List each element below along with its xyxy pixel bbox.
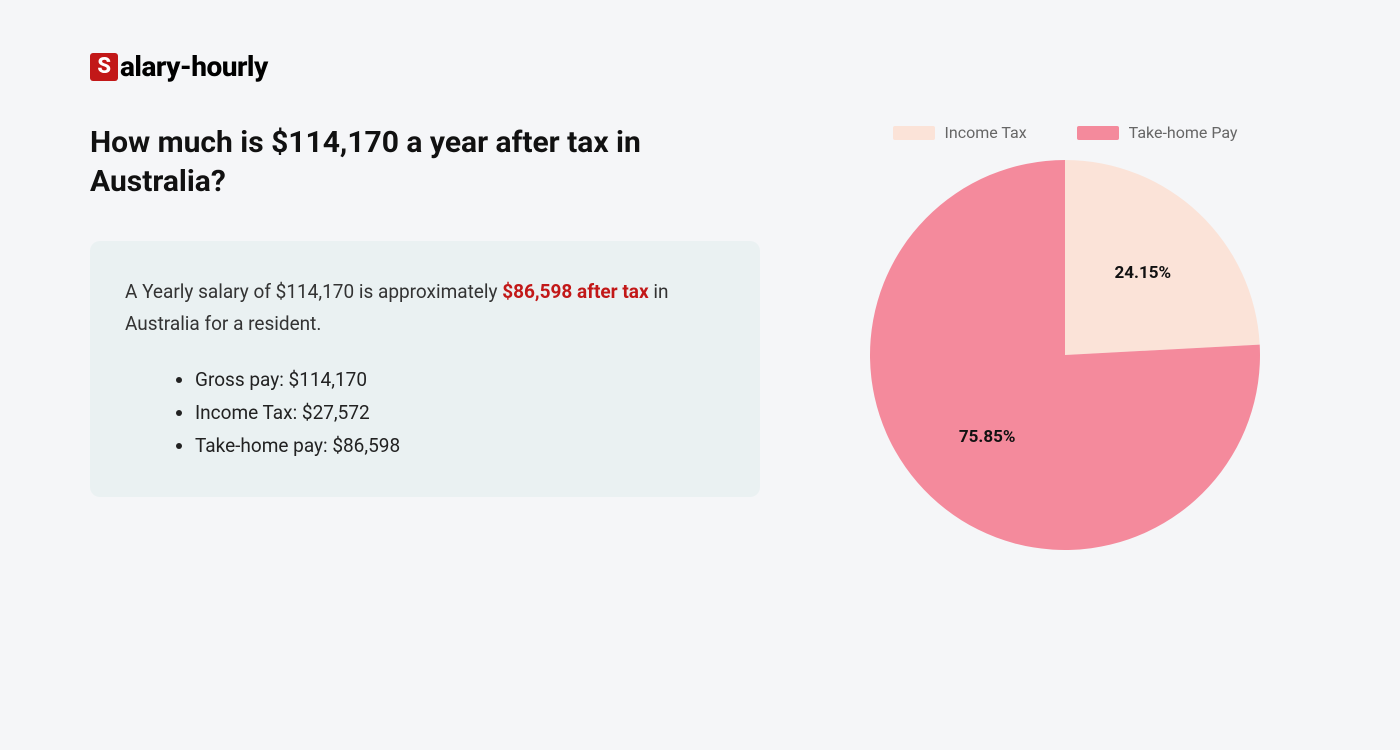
bullet-income-tax: Income Tax: $27,572 [195, 396, 725, 429]
logo-text: alary-hourly [120, 50, 268, 83]
site-logo: Salary-hourly [90, 50, 1310, 83]
bullet-gross-pay: Gross pay: $114,170 [195, 363, 725, 396]
legend-item-income-tax: Income Tax [893, 123, 1027, 142]
summary-lead: A Yearly salary of $114,170 is approxima… [125, 276, 725, 341]
summary-card: A Yearly salary of $114,170 is approxima… [90, 241, 760, 497]
bullet-take-home: Take-home pay: $86,598 [195, 429, 725, 462]
logo-badge: S [90, 53, 118, 81]
lead-highlight: $86,598 after tax [502, 280, 648, 303]
pie-slice-label: 24.15% [1115, 263, 1172, 283]
summary-bullets: Gross pay: $114,170 Income Tax: $27,572 … [125, 363, 725, 463]
pie-chart: 24.15% 75.85% [870, 160, 1260, 550]
legend-swatch-income-tax [893, 126, 935, 140]
legend-item-take-home: Take-home Pay [1077, 123, 1238, 142]
chart-legend: Income Tax Take-home Pay [893, 123, 1238, 142]
legend-label-take-home: Take-home Pay [1129, 123, 1238, 142]
pie-slice-label: 75.85% [959, 427, 1016, 447]
lead-pre: A Yearly salary of $114,170 is approxima… [125, 280, 502, 303]
page-heading: How much is $114,170 a year after tax in… [90, 123, 760, 201]
legend-label-income-tax: Income Tax [945, 123, 1027, 142]
legend-swatch-take-home [1077, 126, 1119, 140]
